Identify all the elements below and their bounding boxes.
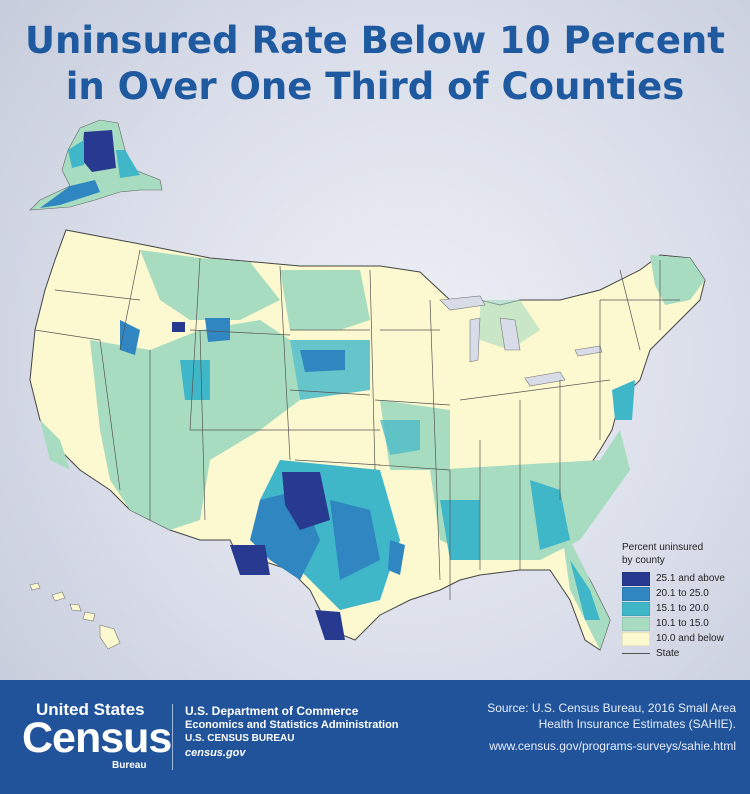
footer-bar: United States Census Bureau U.S. Departm… <box>0 680 750 794</box>
legend-label: 25.1 and above <box>656 573 725 584</box>
legend-item: 25.1 and above <box>622 571 750 586</box>
legend-swatch <box>622 631 650 646</box>
source-url-link[interactable]: www.census.gov/programs-surveys/sahie.ht… <box>489 739 736 753</box>
legend-label: 15.1 to 20.0 <box>656 603 709 614</box>
state-borders <box>34 249 680 600</box>
legend-state-label: State <box>656 648 680 659</box>
legend-item: 10.0 and below <box>622 631 750 646</box>
dark-regions <box>172 322 345 640</box>
legend-swatch <box>622 601 650 616</box>
logo-bureau: Bureau <box>112 760 147 771</box>
legend-label: 20.1 to 25.0 <box>656 588 709 599</box>
alaska-region <box>29 119 163 211</box>
great-lakes <box>439 295 603 387</box>
census-logo[interactable]: United States Census Bureau <box>22 700 172 772</box>
map-legend: Percent uninsured by county 25.1 and abo… <box>622 541 750 661</box>
legend-item: 20.1 to 25.0 <box>622 586 750 601</box>
source-line-1: Source: U.S. Census Bureau, 2016 Small A… <box>487 701 736 715</box>
logo-census: Census <box>22 714 172 762</box>
state-line-swatch <box>622 653 650 654</box>
legend-title-line-1: Percent uninsured <box>622 542 704 553</box>
title-line-2: in Over One Third of Counties <box>65 65 685 108</box>
logo-united-states: United States <box>36 700 145 719</box>
legend-title: Percent uninsured by county <box>622 541 750 567</box>
hawaii-region <box>29 582 121 650</box>
dept-census-bureau: U.S. CENSUS BUREAU <box>185 733 295 744</box>
legend-swatch <box>622 616 650 631</box>
page-title: Uninsured Rate Below 10 Percent in Over … <box>0 18 750 110</box>
legend-swatch <box>622 586 650 601</box>
legend-swatch <box>622 571 650 586</box>
us-choropleth-map <box>29 119 706 651</box>
title-line-1: Uninsured Rate Below 10 Percent <box>25 19 725 62</box>
legend-label: 10.0 and below <box>656 633 724 644</box>
source-line-2: Health Insurance Estimates (SAHIE). <box>538 717 736 731</box>
footer-divider <box>172 704 173 770</box>
census-gov-link[interactable]: census.gov <box>185 747 246 759</box>
department-info: U.S. Department of Commerce Economics an… <box>185 704 399 760</box>
dept-commerce: U.S. Department of Commerce <box>185 704 359 718</box>
legend-label: 10.1 to 15.0 <box>656 618 709 629</box>
legend-state-row: State <box>622 646 750 661</box>
source-note: Source: U.S. Census Bureau, 2016 Small A… <box>487 700 736 754</box>
legend-title-line-2: by county <box>622 555 665 566</box>
legend-item: 10.1 to 15.0 <box>622 616 750 631</box>
dept-esa: Economics and Statistics Administration <box>185 719 399 731</box>
legend-item: 15.1 to 20.0 <box>622 601 750 616</box>
